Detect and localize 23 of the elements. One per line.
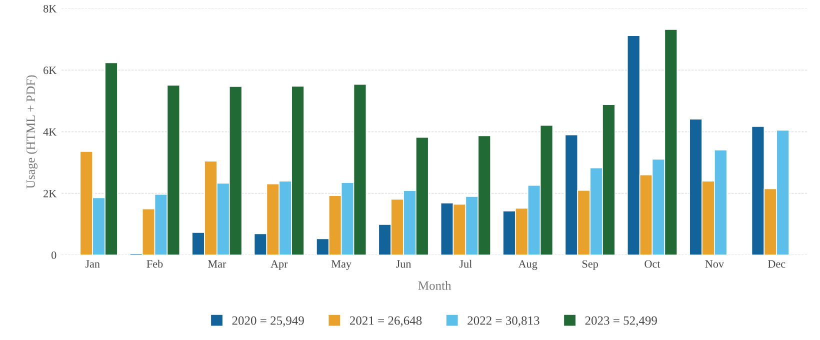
y-tick-label: 0 [52, 251, 56, 259]
x-tick-label: Jun [396, 260, 412, 268]
x-tick-label: Aug [518, 260, 538, 270]
legend-label: 2020 = 25,949 [232, 316, 304, 327]
x-tick-label: Jul [459, 260, 472, 268]
legend-label: 2022 = 30,813 [468, 316, 540, 327]
x-tick-label: Sep [582, 260, 598, 270]
x-tick-label: May [331, 260, 352, 270]
x-tick-label: Apr [270, 260, 288, 270]
x-tick-label: Dec [768, 260, 786, 268]
legend-label: 2021 = 26,648 [350, 316, 422, 327]
x-axis-title: Month [418, 281, 452, 290]
y-tick-label: 8K [43, 4, 57, 12]
legend-label: 2023 = 52,499 [585, 316, 657, 327]
y-tick-label: 6K [44, 66, 57, 74]
x-tick-label: Mar [208, 260, 226, 268]
y-tick-label: 2K [44, 190, 57, 198]
y-tick-label: 4K [43, 128, 57, 136]
x-tick-label: Nov [705, 260, 724, 268]
x-tick-label: Oct [644, 260, 660, 268]
x-tick-label: Feb [146, 260, 163, 268]
x-tick-label: Jan [85, 260, 100, 268]
y-axis-title: Usage (HTML + PDF) [26, 75, 38, 188]
